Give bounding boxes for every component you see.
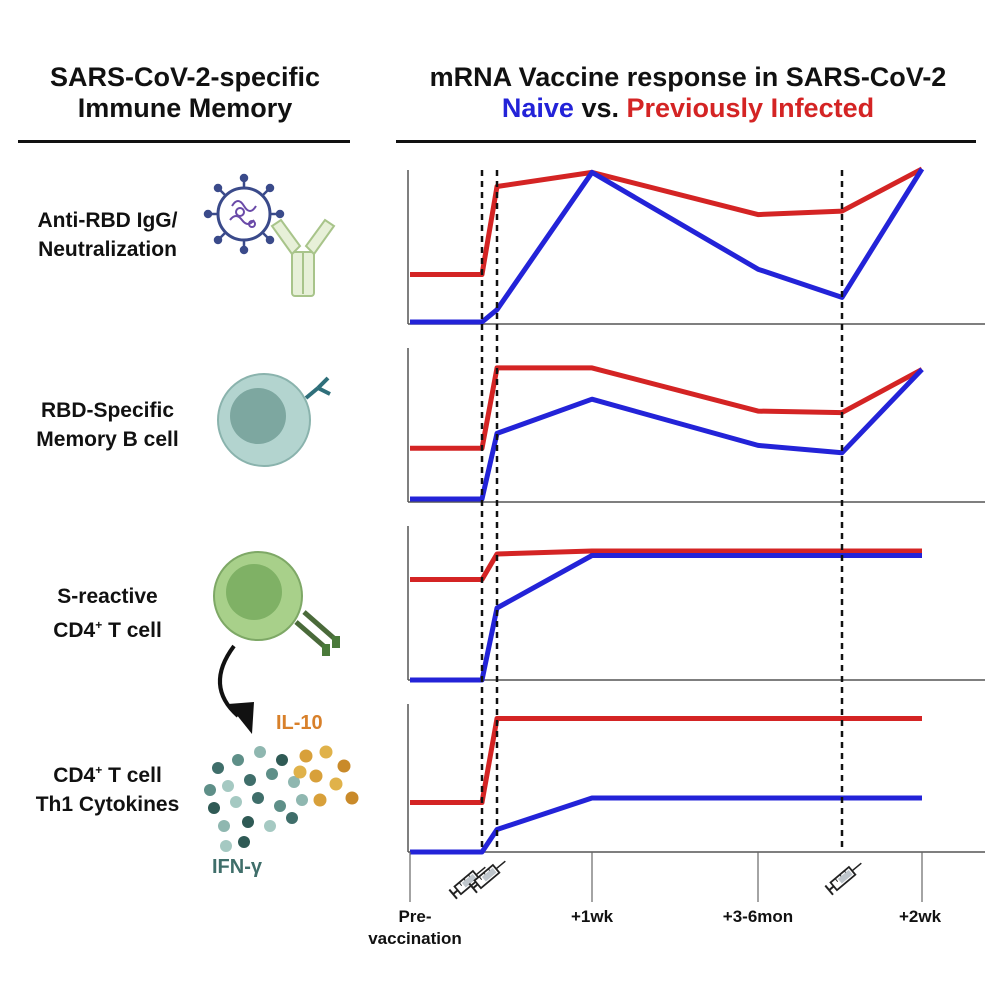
t-cell-icon	[213, 551, 340, 656]
ifng-dot	[286, 812, 298, 824]
ifng-dot	[288, 776, 300, 788]
chart-panel	[407, 166, 985, 325]
ifng-dot	[244, 774, 256, 786]
previously-infected-series-line	[410, 365, 924, 451]
ifng-dot	[204, 784, 216, 796]
xtick-2wk: +2wk	[898, 907, 942, 926]
syringe-icon	[824, 862, 862, 896]
comparison-subtitle: Naive vs. Previously Infected	[380, 93, 996, 124]
ifng-dot	[230, 796, 242, 808]
chart-panel	[407, 526, 985, 683]
right-header: mRNA Vaccine response in SARS-CoV-2 Naiv…	[380, 62, 996, 124]
il10-dot	[319, 745, 333, 759]
arrow-icon	[218, 644, 254, 734]
naive-series-line	[410, 367, 924, 502]
il10-dot	[337, 759, 351, 773]
chart-panel	[407, 704, 985, 855]
row-label-cd4: S-reactive CD4+ T cell	[53, 585, 162, 642]
left-title-line2: Immune Memory	[77, 93, 293, 123]
xtick-1wk: +1wk	[570, 907, 614, 926]
il10-dot	[313, 793, 327, 807]
syringe-icon	[468, 860, 506, 894]
ifng-dot	[266, 768, 278, 780]
ifng-dot	[276, 754, 288, 766]
chart-panels	[407, 166, 985, 900]
ifng-dot	[238, 836, 250, 848]
previously-infected-label: Previously Infected	[626, 93, 875, 123]
ifng-dot	[242, 816, 254, 828]
ifng-dot	[208, 802, 220, 814]
naive-label: Naive	[501, 93, 574, 123]
ifng-dot	[212, 762, 224, 774]
memory-b-cell-icon	[217, 373, 331, 467]
il10-dot	[299, 749, 313, 763]
row-label-memory-b: RBD-Specific Memory B cell	[36, 399, 179, 451]
ifng-dot	[264, 820, 276, 832]
left-title-line1: SARS-CoV-2-specific	[49, 62, 321, 92]
naive-series-line	[410, 795, 922, 855]
chart-panel	[407, 348, 985, 503]
xtick-pre: Pre- vaccination	[368, 907, 462, 948]
right-title: mRNA Vaccine response in SARS-CoV-2	[429, 62, 947, 92]
il10-dot	[345, 791, 359, 805]
ifng-dot	[252, 792, 264, 804]
x-axis	[409, 852, 923, 902]
left-header: SARS-CoV-2-specific Immune Memory	[0, 62, 370, 124]
cytokine-dots-icon	[204, 745, 359, 852]
il10-dot	[329, 777, 343, 791]
ifng-dot	[274, 800, 286, 812]
antibody-icon	[270, 218, 336, 297]
il10-dot	[293, 765, 307, 779]
right-header-rule	[396, 140, 976, 143]
il10-label: IL-10	[276, 712, 323, 734]
ifng-dot	[222, 780, 234, 792]
previously-infected-series-line	[410, 166, 924, 277]
il10-dot	[309, 769, 323, 783]
syringe-icon	[448, 866, 486, 900]
ifng-dot	[232, 754, 244, 766]
ifng-dot	[254, 746, 266, 758]
vs-label: vs.	[573, 93, 627, 123]
ifng-dot	[218, 820, 230, 832]
left-header-rule	[18, 140, 350, 143]
row-label-igg: Anti-RBD IgG/ Neutralization	[37, 209, 178, 261]
row-label-cytokines: CD4+ T cell Th1 Cytokines	[35, 763, 180, 816]
xtick-3-6mon: +3-6mon	[722, 907, 794, 926]
virus-icon	[203, 173, 285, 255]
ifng-label: IFN-γ	[212, 856, 262, 878]
ifng-dot	[296, 794, 308, 806]
naive-series-line	[410, 167, 925, 325]
previously-infected-series-line	[410, 716, 922, 805]
ifng-dot	[220, 840, 232, 852]
